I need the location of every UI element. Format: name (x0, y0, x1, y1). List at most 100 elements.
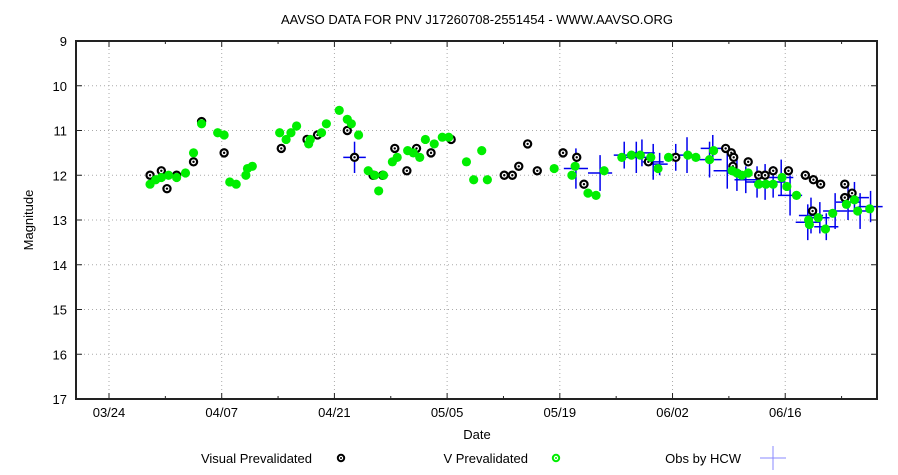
v-point (281, 134, 291, 145)
v-point (286, 128, 296, 138)
v-point (791, 190, 802, 200)
visual-point-dot (393, 147, 396, 150)
visual-point-dot (222, 151, 226, 155)
x-tick-label: 05/05 (431, 405, 464, 420)
visual-point (507, 170, 518, 180)
v-point (408, 148, 418, 158)
v-point (353, 130, 364, 140)
visual-point-dot (724, 147, 727, 150)
visual-point-dot (561, 151, 565, 155)
y-tick-label: 12 (53, 168, 67, 183)
x-tick-label: 04/07 (205, 405, 238, 420)
visual-point (671, 152, 681, 163)
v-point (346, 119, 356, 129)
visual-point-dot (732, 156, 735, 159)
v-point (849, 195, 860, 205)
visual-point-dot (429, 151, 433, 155)
visual-point (522, 139, 533, 149)
visual-point (760, 170, 770, 180)
v-point (743, 168, 753, 178)
visual-point (188, 157, 199, 167)
visual-point-dot (503, 174, 506, 177)
series-v-prevalidated (145, 105, 875, 234)
x-axis: 03/24 04/07 04/21 05/05 05/19 06/02 06/16 (93, 41, 843, 420)
v-point (469, 175, 479, 185)
visual-point-dot (415, 147, 418, 150)
v-point (865, 204, 875, 214)
visual-point (800, 170, 811, 180)
v-point (444, 132, 454, 142)
visual-point-dot (148, 174, 152, 177)
v-point (316, 128, 327, 138)
v-point (188, 148, 199, 158)
v-point (708, 146, 719, 156)
v-point (754, 179, 764, 189)
v-point (663, 152, 674, 162)
v-point (567, 170, 577, 180)
v-point (691, 152, 701, 162)
v-point (180, 168, 191, 178)
visual-point (532, 166, 542, 176)
visual-point-dot (746, 160, 750, 164)
visual-point-dot (160, 169, 163, 172)
v-point (334, 105, 344, 115)
visual-point-dot (843, 196, 846, 199)
v-point (291, 121, 302, 131)
y-tick-label: 14 (53, 258, 67, 273)
visual-point (807, 206, 818, 216)
v-point (374, 186, 384, 196)
v-point (768, 179, 778, 189)
plot-frame (75, 40, 878, 400)
v-point (635, 150, 645, 160)
visual-point (426, 148, 436, 158)
v-point (617, 152, 627, 162)
visual-point (145, 170, 155, 180)
v-point (420, 134, 430, 145)
y-tick-label: 11 (54, 124, 68, 139)
visual-point (743, 157, 753, 167)
visual-point-dot (811, 209, 814, 213)
v-point (813, 213, 823, 223)
visual-point-dot (511, 174, 514, 177)
v-point (782, 181, 792, 192)
y-tick-label: 10 (53, 79, 67, 94)
v-point (482, 175, 492, 185)
legend-label-hcw: Obs by HCW (665, 451, 742, 466)
v-point (163, 170, 174, 180)
legend-marker-v (551, 453, 561, 463)
visual-point (390, 143, 400, 154)
v-point (219, 130, 229, 140)
visual-point (572, 152, 582, 163)
v-point (599, 166, 609, 176)
v-point (683, 150, 693, 160)
v-point (583, 188, 593, 198)
v-point (156, 172, 166, 183)
y-tick-label: 15 (53, 303, 67, 318)
v-point (853, 206, 863, 216)
v-point (172, 172, 182, 183)
visual-point (783, 166, 794, 176)
v-point (653, 163, 663, 174)
legend-marker-hcw (760, 446, 786, 470)
v-point (415, 152, 425, 162)
v-point (549, 163, 559, 174)
legend-marker-visual (336, 453, 346, 463)
visual-point (558, 148, 568, 158)
series-obs-by-hcw (343, 134, 883, 241)
v-point (196, 119, 207, 129)
y-tick-label: 16 (53, 347, 67, 362)
visual-point-dot (771, 169, 775, 172)
visual-point (162, 183, 172, 194)
v-point (591, 190, 601, 200)
visual-point (219, 148, 229, 158)
x-tick-label: 05/19 (544, 405, 577, 420)
v-point (704, 154, 715, 165)
v-point (378, 170, 389, 180)
y-axis-label: Magnitude (21, 190, 36, 251)
visual-point-dot (517, 165, 520, 168)
v-point (646, 152, 656, 162)
v-point (321, 119, 331, 129)
x-tick-label: 06/02 (656, 405, 689, 420)
visual-point-dot (405, 169, 409, 172)
v-point (804, 219, 814, 230)
